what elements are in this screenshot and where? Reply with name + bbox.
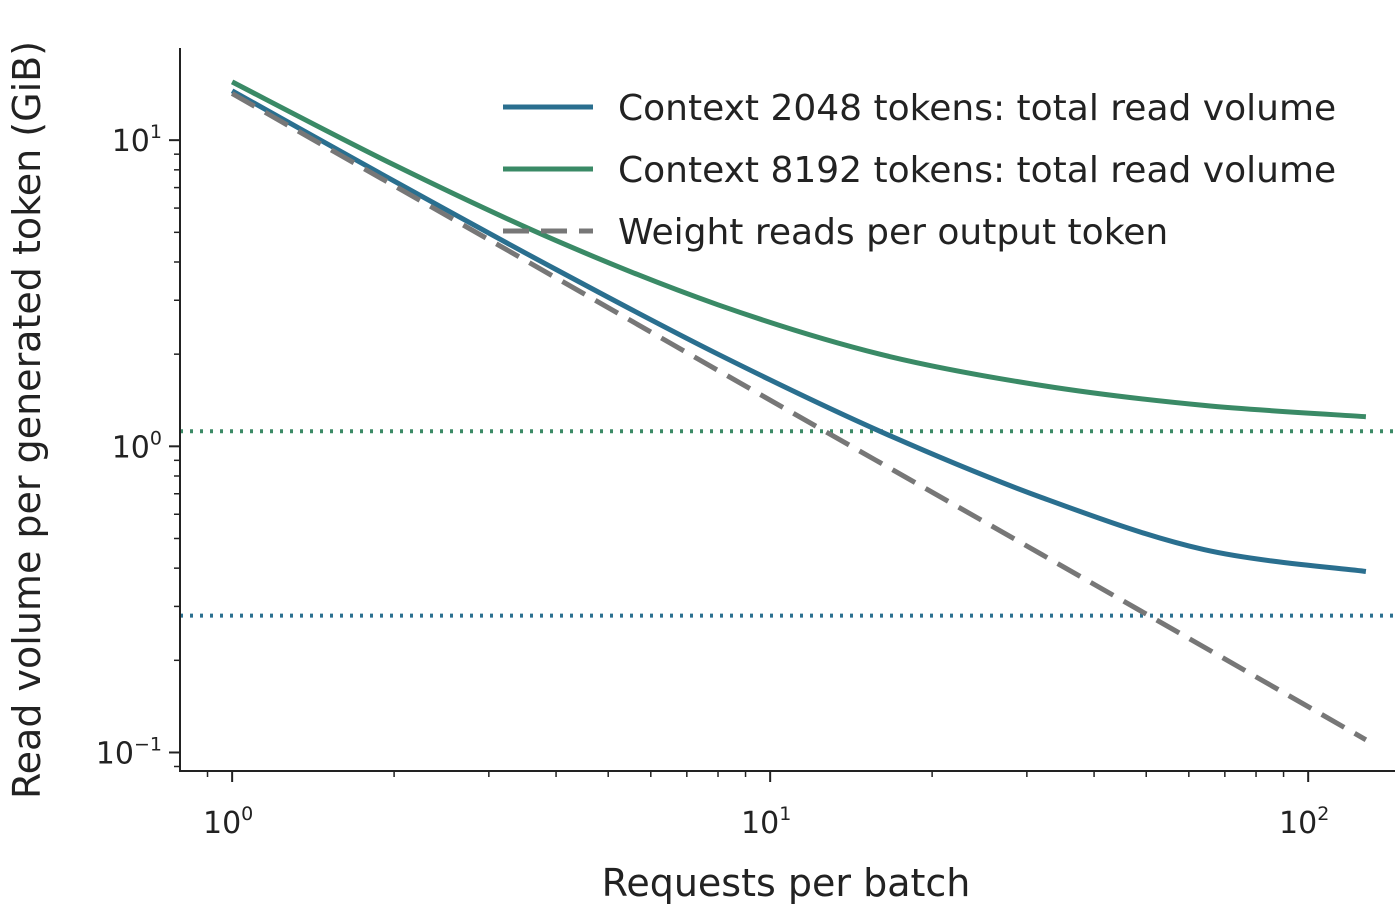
series-lines xyxy=(230,79,1368,742)
y-axis-title: Read volume per generated token (GiB) xyxy=(5,41,49,799)
legend-label-2: Weight reads per output token xyxy=(618,212,1168,253)
x-tick-label: 102 xyxy=(1279,803,1329,841)
y-tick-label: 100 xyxy=(112,427,162,465)
legend: Context 2048 tokens: total read volume Co… xyxy=(503,88,1336,253)
axes xyxy=(179,48,1395,772)
legend-label-1: Context 8192 tokens: total read volume xyxy=(618,150,1336,191)
series-line-0 xyxy=(230,88,1367,574)
x-axis-title: Requests per batch xyxy=(602,861,971,905)
reference-lines xyxy=(180,429,1400,618)
series-line-1 xyxy=(230,79,1367,420)
ticks: 10−1 100 101 100 101 102 xyxy=(96,121,1330,841)
x-tick-label: 101 xyxy=(741,803,791,841)
series-line-2 xyxy=(230,91,1368,742)
x-tick-label: 100 xyxy=(203,803,253,841)
y-tick-label: 101 xyxy=(112,121,162,159)
y-tick-label: 10−1 xyxy=(96,733,162,771)
legend-label-0: Context 2048 tokens: total read volume xyxy=(618,88,1336,129)
